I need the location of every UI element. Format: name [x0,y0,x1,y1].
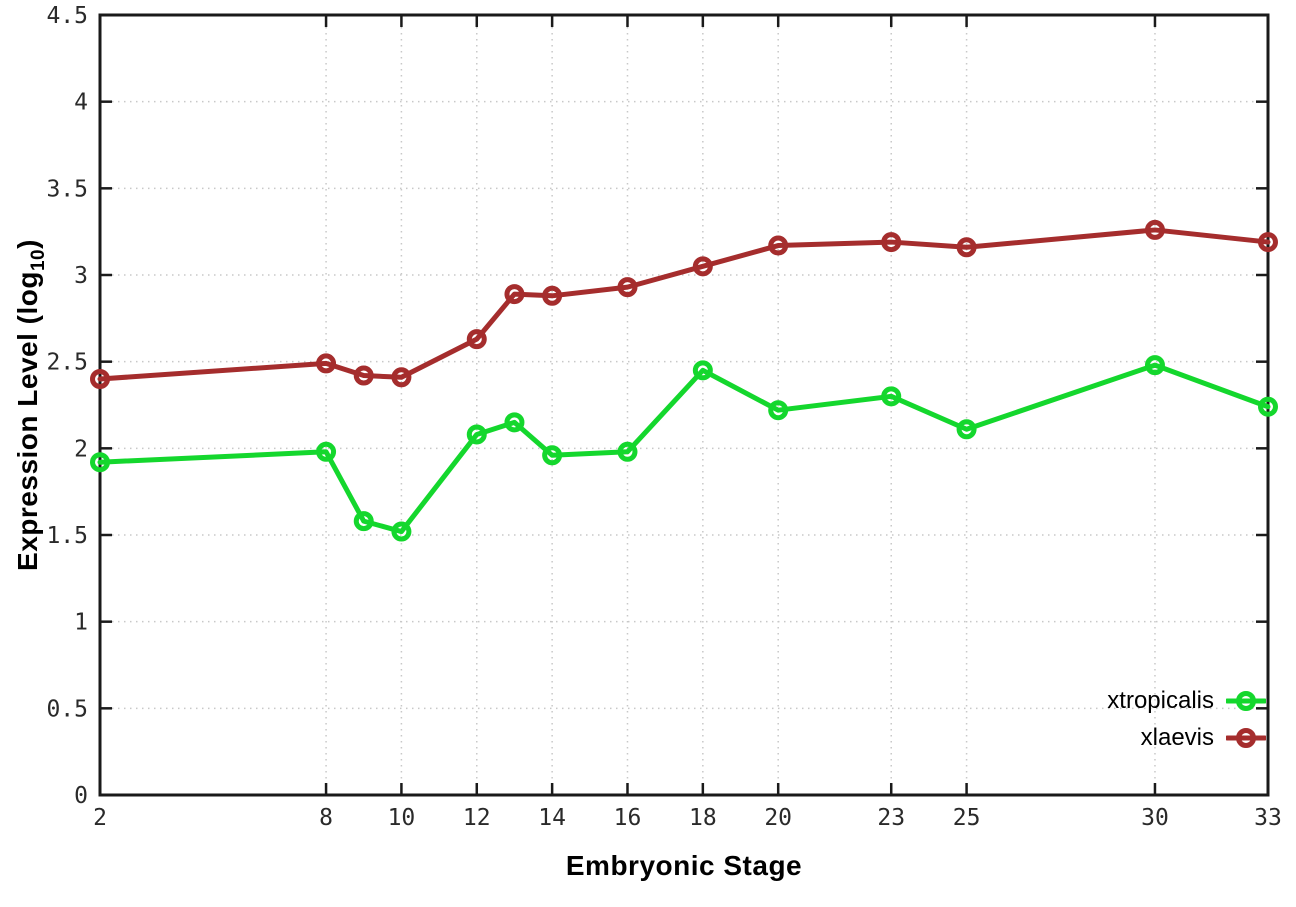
y-tick-label: 1 [74,610,88,636]
y-axis-title-close: ) [12,239,44,249]
data-point-xtropicalis [692,360,713,381]
data-point-xtropicalis [504,412,525,433]
legend-label-xlaevis: xlaevis [1140,724,1214,751]
x-tick-label: 23 [877,805,905,831]
data-point-xlaevis [956,237,977,258]
data-point-xlaevis [1144,219,1165,240]
series-line-xlaevis [97,227,1271,382]
y-axis-title-sub: 10 [27,248,49,272]
y-tick-label: 0 [74,783,88,809]
data-point-xtropicalis [956,419,977,440]
legend-marker-xtropicalis-icon [1226,691,1266,711]
data-point-xtropicalis [391,521,412,542]
data-point-xtropicalis [353,511,374,532]
legend-label-xtropicalis: xtropicalis [1107,687,1214,714]
y-tick-label: 4 [74,90,88,116]
data-point-xlaevis [542,285,563,306]
y-tick-label: 0.5 [46,696,88,722]
data-point-xlaevis [504,284,525,305]
data-point-xtropicalis [90,452,110,473]
legend-item-xlaevis: xlaevis [1141,721,1266,755]
y-tick-label: 3.5 [46,176,88,202]
data-point-xtropicalis [316,441,337,462]
data-point-xtropicalis [768,400,789,421]
data-point-xtropicalis [1144,355,1165,376]
x-tick-label: 10 [388,805,416,831]
x-tick-label: 14 [538,805,566,831]
data-point-xtropicalis [466,424,487,445]
x-tick-label: 33 [1254,805,1282,831]
y-axis-title: Expression Level (log10) [12,239,50,571]
data-point-xlaevis [353,365,374,386]
data-point-xlaevis [1258,232,1278,253]
y-tick-label: 2.5 [46,350,88,376]
x-tick-label: 16 [614,805,642,831]
data-point-xtropicalis [542,445,563,466]
y-tick-label: 2 [74,436,88,462]
data-point-xtropicalis [1258,396,1278,417]
data-point-xlaevis [391,367,412,388]
x-tick-label: 30 [1141,805,1169,831]
legend: xtropicalis xlaevis [1107,684,1266,755]
plot-border [98,13,1270,797]
y-tick-label: 3 [74,263,88,289]
data-point-xtropicalis [617,441,638,462]
legend-marker-xlaevis-icon [1226,728,1266,748]
data-point-xlaevis [466,329,487,350]
x-tick-label: 18 [689,805,717,831]
x-tick-label: 12 [463,805,491,831]
data-point-xlaevis [881,232,902,253]
x-tick-label: 8 [319,805,333,831]
data-point-xlaevis [692,256,713,277]
legend-item-xtropicalis: xtropicalis [1107,684,1266,718]
y-axis-title-main: Expression Level (log [12,271,44,571]
x-tick-label: 2 [93,805,107,831]
x-tick-label: 20 [764,805,792,831]
y-tick-label: 1.5 [46,523,88,549]
x-tick-label: 25 [953,805,981,831]
x-axis-title: Embryonic Stage [565,850,803,881]
data-point-xlaevis [316,353,337,374]
data-point-xlaevis [617,277,638,298]
y-tick-label: 4.5 [46,3,88,29]
data-point-xlaevis [768,235,789,256]
data-point-xtropicalis [881,386,902,407]
data-point-xlaevis [90,369,110,389]
